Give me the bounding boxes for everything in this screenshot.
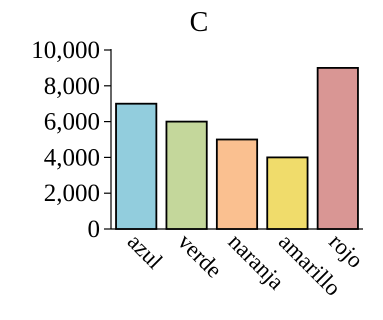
chart-title: C bbox=[190, 7, 209, 38]
bar-naranja bbox=[215, 138, 259, 230]
x-tick-label: azul bbox=[123, 229, 168, 274]
x-tick-label: naranja bbox=[223, 229, 289, 295]
bar-amarillo bbox=[266, 156, 309, 230]
y-tick-label: 6,000 bbox=[44, 109, 100, 136]
y-tick-label: 10,000 bbox=[31, 37, 100, 64]
bar-rojo bbox=[316, 67, 359, 230]
y-tick-label: 0 bbox=[88, 216, 101, 243]
bar-azul bbox=[115, 102, 158, 230]
y-tick-label: 2,000 bbox=[44, 180, 100, 207]
bars bbox=[115, 67, 359, 230]
y-axis: 0 2,000 4,000 6,000 8,000 10,000 bbox=[31, 37, 112, 243]
x-tick-label: verde bbox=[173, 229, 227, 283]
x-tick-label: rojo bbox=[324, 229, 368, 273]
y-tick-label: 8,000 bbox=[44, 73, 100, 100]
bar-verde bbox=[165, 120, 208, 230]
y-tick-label: 4,000 bbox=[44, 144, 100, 171]
